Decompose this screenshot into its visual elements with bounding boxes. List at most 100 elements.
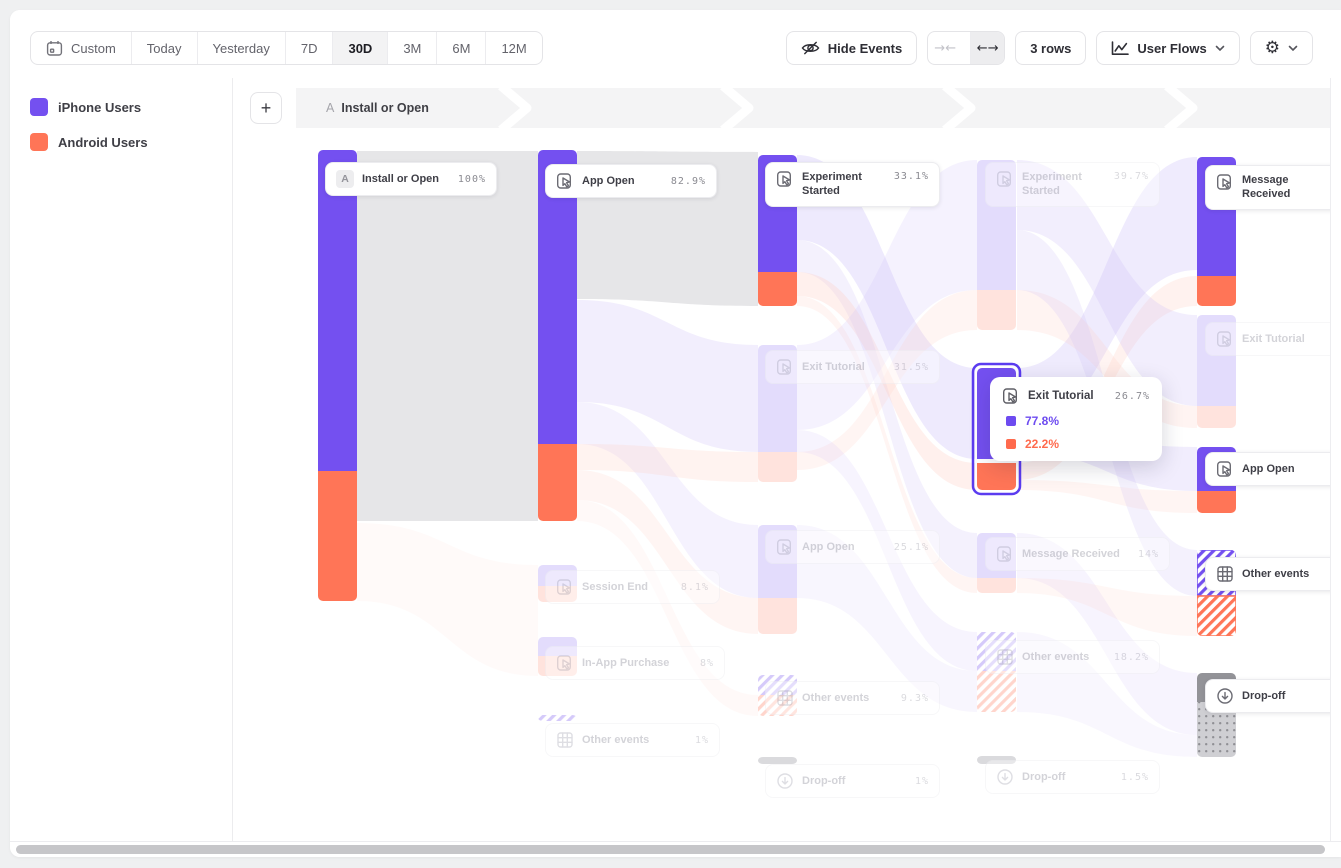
flow-ribbon: [797, 430, 977, 671]
flow-card-drop-off-5[interactable]: Drop-off: [1205, 679, 1340, 713]
flow-ribbon: [577, 402, 758, 598]
iphone-users-swatch: [30, 98, 48, 116]
flow-ribbon: [797, 525, 977, 712]
chevron-down-icon: [1215, 45, 1225, 52]
click-event-icon: [776, 358, 794, 376]
flow-ribbon: [1017, 160, 1197, 406]
view-selector-button[interactable]: User Flows: [1096, 31, 1240, 65]
flow-card-other-events-3[interactable]: Other events 9.3%: [765, 681, 940, 715]
settings-button[interactable]: ⚙: [1249, 31, 1313, 65]
click-event-icon: [1216, 460, 1234, 478]
hide-events-button[interactable]: Hide Events: [785, 31, 918, 65]
vertical-scrollbar-track[interactable]: [1330, 78, 1341, 841]
flow-card-exit-tutorial-3[interactable]: Exit Tutorial 31.5%: [765, 350, 940, 384]
click-event-icon: [996, 170, 1014, 188]
drop-off-icon: [776, 772, 794, 790]
drop-off-icon: [1216, 687, 1234, 705]
tooltip-breakdown-row: 77.8%: [1002, 414, 1150, 428]
flow-band: [357, 151, 538, 521]
click-event-icon: [776, 538, 794, 556]
flow-card-other-events-5[interactable]: Other events: [1205, 557, 1340, 591]
flow-ribbon: [797, 290, 977, 470]
horizontal-scrollbar-thumb[interactable]: [16, 845, 1325, 854]
flow-ribbon: [577, 300, 758, 452]
flow-card-message-received-5[interactable]: Message Received: [1205, 165, 1340, 210]
flow-card-drop-off-3[interactable]: Drop-off 1%: [765, 764, 940, 798]
tooltip-header: Exit Tutorial 26.7%: [1002, 387, 1150, 405]
click-event-icon: [556, 654, 574, 672]
flow-card-exit-tutorial-5[interactable]: Exit Tutorial: [1205, 322, 1340, 356]
flow-ribbon: [1017, 578, 1197, 636]
flow-ribbon: [577, 470, 758, 634]
other-events-icon: [996, 648, 1014, 666]
legend-item-iphone-users[interactable]: iPhone Users: [30, 98, 141, 116]
range-6m[interactable]: 6M: [436, 32, 485, 64]
flow-node-cards: A Install or Open 100% App Open 82.9% Session…: [10, 10, 1341, 857]
legend-item-android-users[interactable]: Android Users: [30, 133, 148, 151]
flow-card-in-app-purchase-2[interactable]: In-App Purchase 8%: [545, 646, 725, 680]
eye-off-icon: [801, 39, 820, 57]
range-yesterday[interactable]: Yesterday: [196, 32, 285, 64]
breadcrumb-step: A Install or Open: [296, 101, 429, 115]
flow-ribbon: [577, 444, 758, 482]
plus-icon: +: [260, 97, 272, 118]
other-events-icon: [1216, 565, 1234, 583]
flow-card-other-events-2[interactable]: Other events 1%: [545, 723, 720, 757]
flow-ribbon: [1017, 533, 1197, 735]
collapse-columns-button[interactable]: →←: [934, 40, 957, 56]
flow-ribbon: [797, 296, 977, 593]
chevron-down-icon: [1288, 45, 1298, 52]
flow-bar-app-open-3[interactable]: [758, 525, 797, 634]
range-30d[interactable]: 30D: [332, 32, 388, 64]
flow-card-message-received-4[interactable]: Message Received 14%: [985, 537, 1170, 571]
range-3m[interactable]: 3M: [387, 32, 436, 64]
flow-card-app-open-2[interactable]: App Open 82.9%: [545, 164, 717, 198]
flow-chart-icon: [1111, 40, 1130, 56]
flow-bar-experiment-started-4[interactable]: [977, 160, 1016, 330]
flow-card-experiment-started-3[interactable]: Experiment Started 33.1%: [765, 162, 940, 207]
flow-ribbon: [1017, 290, 1197, 428]
range-7d[interactable]: 7D: [284, 32, 333, 64]
range-custom[interactable]: Custom: [31, 32, 131, 64]
date-range-control: Custom Today Yesterday 7D 30D 3M 6M 12M: [30, 31, 543, 65]
click-event-icon: [1216, 173, 1234, 191]
flow-card-app-open-5[interactable]: App Open: [1205, 452, 1340, 486]
collapse-expand-control: →← ←→: [927, 31, 1006, 65]
expand-columns-button[interactable]: ←→: [970, 32, 1005, 64]
flow-bar-exit-tutorial-5[interactable]: [1197, 315, 1236, 428]
flow-ribbon: [577, 500, 758, 716]
flow-card-experiment-started-4[interactable]: Experiment Started 39.7%: [985, 162, 1160, 207]
calendar-icon: [46, 40, 63, 57]
click-event-icon: [1216, 330, 1234, 348]
click-event-icon: [996, 545, 1014, 563]
flow-ribbon: [1017, 157, 1197, 430]
range-12m[interactable]: 12M: [485, 32, 541, 64]
flow-card-install-open-1[interactable]: A Install or Open 100%: [325, 162, 497, 196]
step-letter: A: [326, 101, 335, 115]
flow-bar-app-open-2[interactable]: [538, 150, 577, 521]
breadcrumb[interactable]: A Install or Open: [296, 88, 1330, 128]
flow-bar-drop-off-3[interactable]: [758, 757, 797, 764]
flow-card-drop-off-4[interactable]: Drop-off 1.5%: [985, 760, 1160, 794]
step-letter-badge: A: [336, 170, 354, 188]
other-events-icon: [556, 731, 574, 749]
flow-bar-exit-tutorial-3[interactable]: [758, 345, 797, 482]
click-event-icon: [776, 170, 794, 188]
flow-bar-install-open-1[interactable]: [318, 150, 357, 601]
other-events-icon: [776, 689, 794, 707]
toolbar: Custom Today Yesterday 7D 30D 3M 6M 12M …: [10, 10, 1341, 78]
click-event-icon: [556, 578, 574, 596]
flow-ribbon: [357, 523, 538, 676]
range-today[interactable]: Today: [130, 32, 197, 64]
series-swatch: [1006, 416, 1016, 426]
user-flows-window: Custom Today Yesterday 7D 30D 3M 6M 12M …: [10, 10, 1341, 857]
flow-card-session-end-2[interactable]: Session End 8.1%: [545, 570, 720, 604]
breadcrumb-chevron-icons: [498, 88, 1198, 128]
flow-card-other-events-4[interactable]: Other events 18.2%: [985, 640, 1160, 674]
flow-bar-other-events-4[interactable]: [977, 632, 1016, 712]
flow-bar-other-events-2[interactable]: [538, 715, 577, 721]
add-step-button[interactable]: +: [250, 92, 282, 124]
flow-card-exit-tutorial-4[interactable]: Exit Tutorial 26.7% 77.8% 22.2%: [990, 377, 1162, 461]
flow-card-app-open-3[interactable]: App Open 25.1%: [765, 530, 940, 564]
rows-button[interactable]: 3 rows: [1015, 31, 1087, 65]
